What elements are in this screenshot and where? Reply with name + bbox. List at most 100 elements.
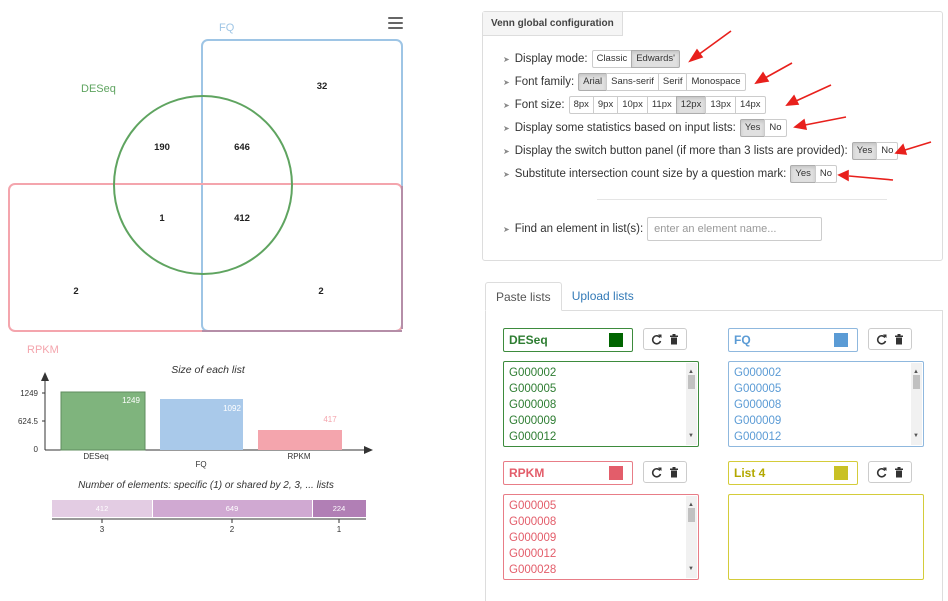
list-item: G000012 [509,548,557,560]
list-color-swatch[interactable] [609,466,623,480]
list-name-input[interactable]: List 4 [728,461,858,485]
scroll-down-icon[interactable]: ▼ [688,433,694,439]
tab-paste-lists[interactable]: Paste lists [485,282,562,311]
scrollbar[interactable]: ▲ ▼ [911,363,922,445]
venn-count-all-three: 1 [159,213,165,224]
question-mark-group: Yes No [790,165,838,183]
lists-tabs: Paste lists Upload lists [485,282,644,311]
find-element-input[interactable] [647,217,823,241]
list-item: G000005 [734,383,782,395]
scroll-down-icon[interactable]: ▼ [913,433,919,439]
venn-count-deseq-only: 190 [154,142,170,153]
tab-upload-lists[interactable]: Upload lists [571,289,634,303]
option-label: Font size: [514,99,565,111]
font-size-10-button[interactable]: 10px [617,96,648,114]
list-item: G000012 [734,431,782,443]
venn-count-deseq-fq: 646 [234,142,250,153]
list-item: G000009 [509,415,557,427]
shared-seg-1 [313,500,366,517]
venn-label-rpkm: RPKM [27,344,59,356]
list-name-input[interactable]: RPKM [503,461,633,485]
scroll-thumb[interactable] [688,375,695,389]
font-size-11-button[interactable]: 11px [646,96,677,114]
list-textarea[interactable]: G000002 G000005 G000008 G000009 G000012 … [728,361,924,447]
font-family-serif-button[interactable]: Serif [657,73,688,91]
switch-panel-group: Yes No [851,142,899,160]
chevron-right-icon: ➤ [503,146,510,156]
switch-panel-yes-button[interactable]: Yes [851,142,878,160]
list-item: G000005 [509,383,557,395]
list-textarea[interactable]: G000005 G000008 G000009 G000012 G000028 … [503,494,699,580]
display-mode-classic-button[interactable]: Classic [591,50,633,68]
list-block-rpkm: RPKM G000005 G000008 G000009 G000012 G00… [503,461,703,586]
shared-seg-value-2: 649 [226,504,239,513]
config-tab[interactable]: Venn global configuration [483,12,623,36]
font-size-12-button[interactable]: 12px [675,96,707,114]
trash-icon[interactable] [669,333,679,345]
scroll-thumb[interactable] [913,375,920,389]
scroll-up-icon[interactable]: ▲ [913,369,919,375]
venn-count-rpkm-fq: 2 [318,286,323,297]
switch-panel-no-button[interactable]: No [876,142,899,160]
refresh-icon[interactable] [651,334,662,345]
display-mode-edwards-button[interactable]: Edwards' [631,50,680,68]
font-size-13-button[interactable]: 13px [705,96,736,114]
font-size-14-button[interactable]: 14px [734,96,766,114]
list-color-swatch[interactable] [834,333,848,347]
list-name-input[interactable]: FQ [728,328,858,352]
statistics-no-button[interactable]: No [764,119,787,137]
list-color-swatch[interactable] [609,333,623,347]
size-chart: 1249 624.5 0 1249 1092 417 DESeq FQ RPKM [18,372,373,469]
question-mark-yes-button[interactable]: Yes [790,165,816,183]
list-actions [643,328,687,350]
shared-seg-label-3: 3 [100,525,105,534]
config-panel: Venn global configuration [482,11,943,261]
trash-icon[interactable] [669,466,679,478]
venn-deseq-circle [113,95,293,275]
option-label: Display mode: [514,53,588,65]
size-chart-x-arrow [364,446,373,454]
list-name-input[interactable]: DESeq [503,328,633,352]
menu-icon[interactable] [388,17,403,30]
option-statistics: ➤ Display some statistics based on input… [503,119,787,137]
scrollbar[interactable]: ▲ ▼ [686,363,697,445]
chevron-right-icon: ➤ [503,169,510,179]
option-find-element: ➤ Find an element in list(s): [503,217,823,241]
list-actions [643,461,687,483]
scroll-down-icon[interactable]: ▼ [688,566,694,572]
font-family-monospace-button[interactable]: Monospace [686,73,746,91]
trash-icon[interactable] [894,333,904,345]
refresh-icon[interactable] [651,467,662,478]
scrollbar[interactable]: ▲ ▼ [686,496,697,578]
list-textarea[interactable]: G000002 G000005 G000008 G000009 G000012 … [503,361,699,447]
statistics-yes-button[interactable]: Yes [739,119,766,137]
size-chart-ytick-0: 0 [34,445,39,454]
list-block-deseq: DESeq G000002 G000005 G000008 G000009 G0… [503,328,703,453]
font-family-sans-serif-button[interactable]: Sans-serif [606,73,659,91]
font-size-8-button[interactable]: 8px [568,96,594,114]
venn-count-fq-only: 32 [317,81,328,92]
scroll-up-icon[interactable]: ▲ [688,369,694,375]
option-font-size: ➤ Font size: 8px 9px 10px 11px 12px 13px… [503,96,766,114]
scroll-up-icon[interactable]: ▲ [688,502,694,508]
size-bar-value-deseq: 1249 [122,396,140,405]
question-mark-no-button[interactable]: No [814,165,838,183]
size-chart-ytick-1249: 1249 [20,389,38,398]
list-item: G000009 [734,415,782,427]
venn-fq-rect [201,39,403,332]
font-size-9-button[interactable]: 9px [592,96,619,114]
trash-icon[interactable] [894,466,904,478]
scroll-thumb[interactable] [688,508,695,522]
option-display-mode: ➤ Display mode: Classic Edwards' [503,50,680,68]
list-item: G000002 [734,367,782,379]
venn-diagram: FQ DESeq RPKM 32 190 646 1 412 2 2 Size … [8,22,403,534]
refresh-icon[interactable] [876,334,887,345]
font-family-arial-button[interactable]: Arial [578,73,608,91]
list-textarea[interactable] [728,494,924,580]
option-font-family: ➤ Font family: Arial Sans-serif Serif Mo… [503,73,746,91]
option-switch-panel: ➤ Display the switch button panel (if mo… [503,142,899,160]
list-color-swatch[interactable] [834,466,848,480]
shared-seg-label-1: 1 [337,525,342,534]
refresh-icon[interactable] [876,467,887,478]
size-bar-value-fq: 1092 [223,404,241,413]
